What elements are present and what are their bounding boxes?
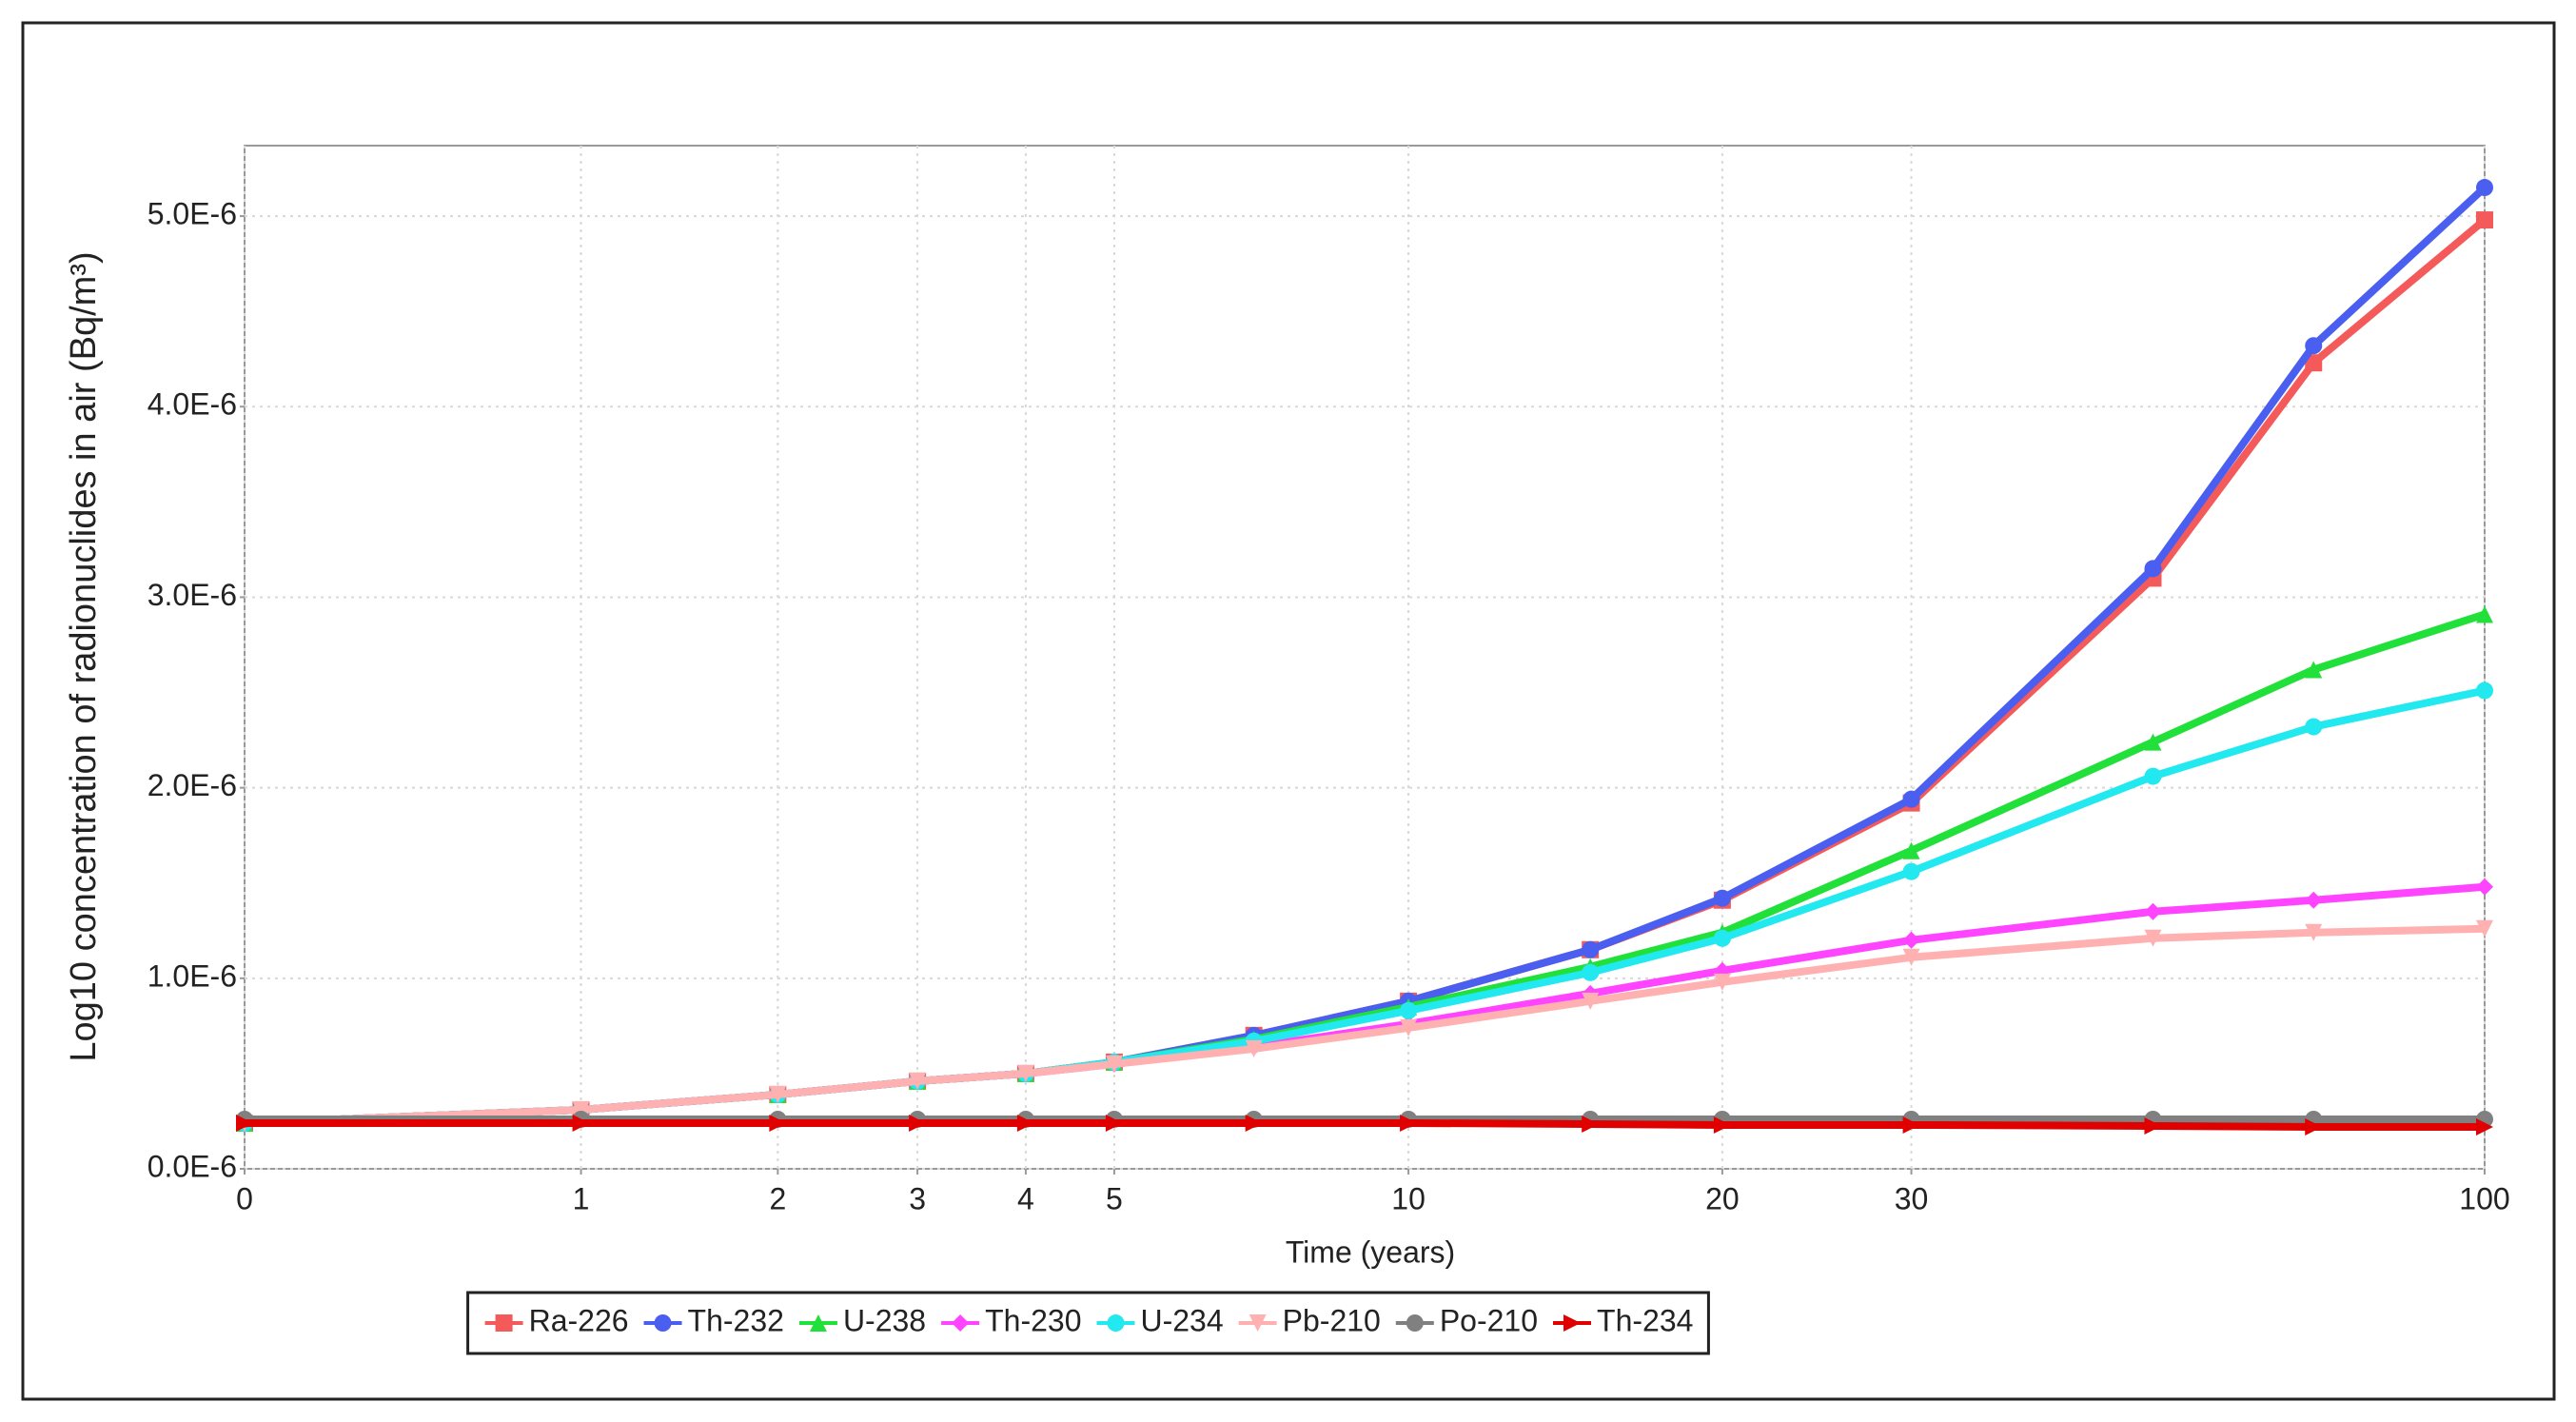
marker bbox=[769, 1085, 787, 1103]
y-axis-label: Log10 concentration of radionuclides in … bbox=[64, 251, 104, 1061]
marker bbox=[1902, 841, 1920, 859]
legend: Ra-226 Th-232 U-238 Th-230 U-234 Pb-210 Po-210… bbox=[466, 1291, 1710, 1355]
marker bbox=[2476, 919, 2493, 938]
marker bbox=[1582, 1115, 1600, 1133]
marker bbox=[2476, 681, 2493, 700]
marker bbox=[2305, 354, 2323, 372]
marker bbox=[2476, 1117, 2493, 1136]
x-axis-label: Time (years) bbox=[1286, 1234, 1455, 1269]
marker bbox=[1582, 963, 1600, 981]
marker bbox=[2144, 929, 2162, 947]
marker bbox=[1107, 1314, 1125, 1332]
x-tick-label: 2 bbox=[769, 1181, 786, 1215]
marker bbox=[654, 1314, 672, 1332]
grid bbox=[244, 146, 2486, 1170]
marker bbox=[1713, 929, 1731, 947]
marker bbox=[1105, 1114, 1123, 1132]
marker bbox=[1016, 1064, 1034, 1082]
marker bbox=[1406, 1314, 1424, 1332]
marker bbox=[1245, 1114, 1263, 1132]
legend-label: Th-234 bbox=[1597, 1303, 1693, 1337]
x-tick-label: 5 bbox=[1106, 1181, 1123, 1215]
marker bbox=[2305, 1117, 2323, 1136]
marker bbox=[2305, 923, 2323, 941]
legend-label: Th-230 bbox=[985, 1303, 1081, 1337]
marker bbox=[2476, 179, 2493, 197]
x-tick-label: 30 bbox=[1895, 1181, 1929, 1215]
marker bbox=[495, 1314, 513, 1332]
marker bbox=[236, 1114, 253, 1132]
marker bbox=[2144, 560, 2162, 578]
marker bbox=[952, 1314, 970, 1332]
marker bbox=[909, 1072, 927, 1090]
marker bbox=[1016, 1114, 1034, 1132]
marker bbox=[1713, 1116, 1731, 1134]
marker bbox=[1105, 1055, 1123, 1073]
y-tick-label: 2.0E-6 bbox=[147, 768, 237, 802]
marker bbox=[1582, 992, 1600, 1010]
plot-area bbox=[244, 145, 2486, 1170]
series-line bbox=[244, 924, 2486, 1127]
marker bbox=[1400, 1001, 1418, 1019]
legend-label: Po-210 bbox=[1440, 1303, 1538, 1337]
marker bbox=[1400, 1018, 1418, 1037]
marker bbox=[2144, 902, 2162, 920]
marker bbox=[2305, 661, 2323, 679]
y-tick-label: 3.0E-6 bbox=[147, 578, 237, 612]
marker bbox=[809, 1314, 827, 1332]
series bbox=[236, 1114, 2493, 1136]
marker bbox=[2476, 605, 2493, 623]
marker bbox=[1902, 931, 1920, 949]
x-tick-label: 100 bbox=[2459, 1181, 2509, 1215]
series-line bbox=[245, 1118, 2485, 1131]
y-tick-label: 5.0E-6 bbox=[147, 197, 237, 231]
legend-label: Pb-210 bbox=[1283, 1303, 1381, 1337]
legend-label: Ra-226 bbox=[529, 1303, 629, 1337]
y-tick-label: 0.0E-6 bbox=[147, 1149, 237, 1183]
marker bbox=[2476, 211, 2493, 229]
marker bbox=[1902, 948, 1920, 966]
marker bbox=[1563, 1314, 1582, 1332]
marker bbox=[1713, 889, 1731, 907]
marker bbox=[1713, 973, 1731, 991]
x-tick-label: 20 bbox=[1705, 1181, 1740, 1215]
legend-label: U-234 bbox=[1140, 1303, 1223, 1337]
marker bbox=[1400, 1114, 1418, 1132]
marker bbox=[1249, 1314, 1267, 1332]
marker bbox=[572, 1114, 590, 1132]
x-tick-label: 0 bbox=[236, 1181, 253, 1215]
x-tick-label: 4 bbox=[1017, 1181, 1034, 1215]
marker bbox=[1245, 1039, 1263, 1057]
marker bbox=[1902, 790, 1920, 808]
x-tick-label: 3 bbox=[909, 1181, 926, 1215]
marker bbox=[769, 1114, 787, 1132]
x-tick-label: 1 bbox=[573, 1181, 590, 1215]
legend-label: U-238 bbox=[843, 1303, 926, 1337]
marker bbox=[2144, 767, 2162, 785]
marker bbox=[2144, 1116, 2162, 1135]
marker bbox=[2305, 718, 2323, 736]
marker bbox=[2144, 733, 2162, 751]
marker bbox=[1902, 862, 1920, 880]
y-tick-label: 1.0E-6 bbox=[147, 958, 237, 993]
marker bbox=[1902, 1116, 1920, 1134]
legend-label: Th-232 bbox=[688, 1303, 784, 1337]
marker bbox=[909, 1114, 927, 1132]
marker bbox=[2305, 891, 2323, 909]
marker bbox=[2476, 878, 2493, 896]
marker bbox=[2305, 337, 2323, 355]
y-tick-label: 4.0E-6 bbox=[147, 387, 237, 422]
marker bbox=[572, 1100, 590, 1118]
x-tick-label: 10 bbox=[1391, 1181, 1426, 1215]
marker bbox=[1582, 940, 1600, 958]
